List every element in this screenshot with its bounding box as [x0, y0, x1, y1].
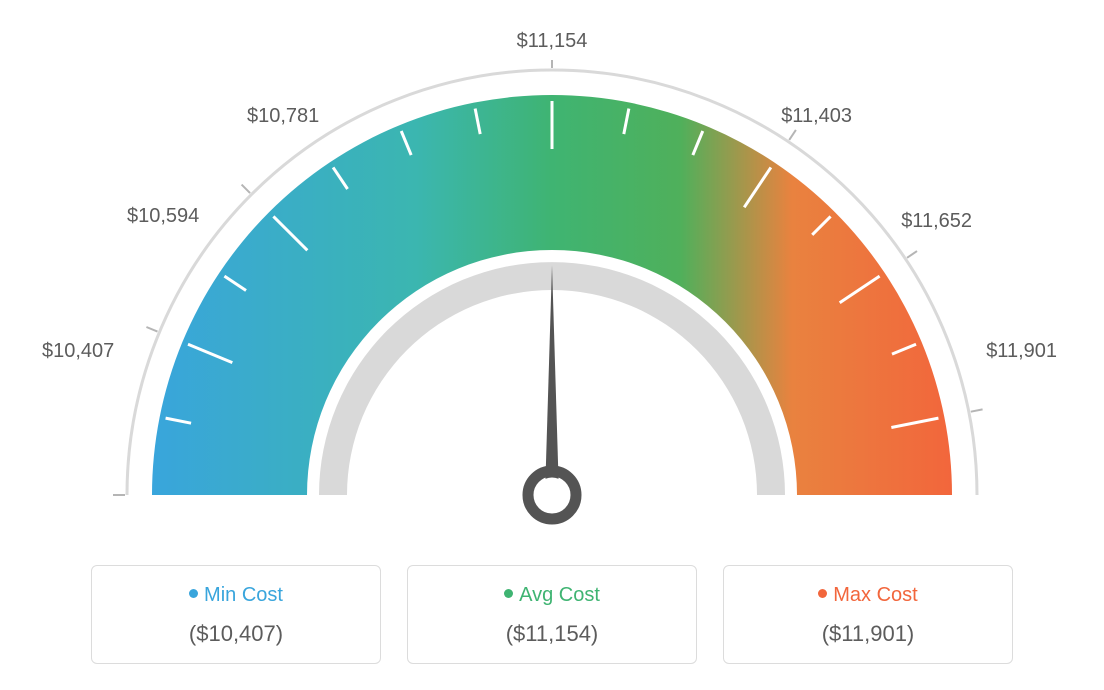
legend-max-title: Max Cost [724, 584, 1012, 607]
legend-min: Min Cost ($10,407) [91, 565, 381, 664]
gauge-chart: $10,407$10,594$10,781$11,154$11,403$11,6… [52, 60, 1052, 580]
legend-max-value: ($11,901) [724, 621, 1012, 647]
gauge-tick-label: $10,781 [247, 105, 319, 128]
legend-max: Max Cost ($11,901) [723, 565, 1013, 664]
dot-icon [818, 589, 827, 598]
legend-avg-value: ($11,154) [408, 621, 696, 647]
legend-max-label: Max Cost [833, 584, 917, 606]
legend-min-title: Min Cost [92, 584, 380, 607]
legend-row: Min Cost ($10,407) Avg Cost ($11,154) Ma… [91, 565, 1013, 664]
gauge-tick-label: $11,901 [986, 340, 1057, 363]
gauge-tick-label: $10,407 [42, 340, 114, 363]
gauge-tick-label: $11,403 [781, 105, 852, 128]
legend-min-label: Min Cost [204, 584, 283, 606]
legend-avg-label: Avg Cost [519, 584, 600, 606]
legend-min-value: ($10,407) [92, 621, 380, 647]
gauge-tick-label: $11,154 [517, 30, 588, 53]
legend-avg-title: Avg Cost [408, 584, 696, 607]
gauge-tick-label: $11,652 [901, 210, 972, 233]
gauge-svg [52, 60, 1052, 580]
gauge-tick-label: $10,594 [127, 205, 199, 228]
legend-avg: Avg Cost ($11,154) [407, 565, 697, 664]
dot-icon [189, 589, 198, 598]
dot-icon [504, 589, 513, 598]
